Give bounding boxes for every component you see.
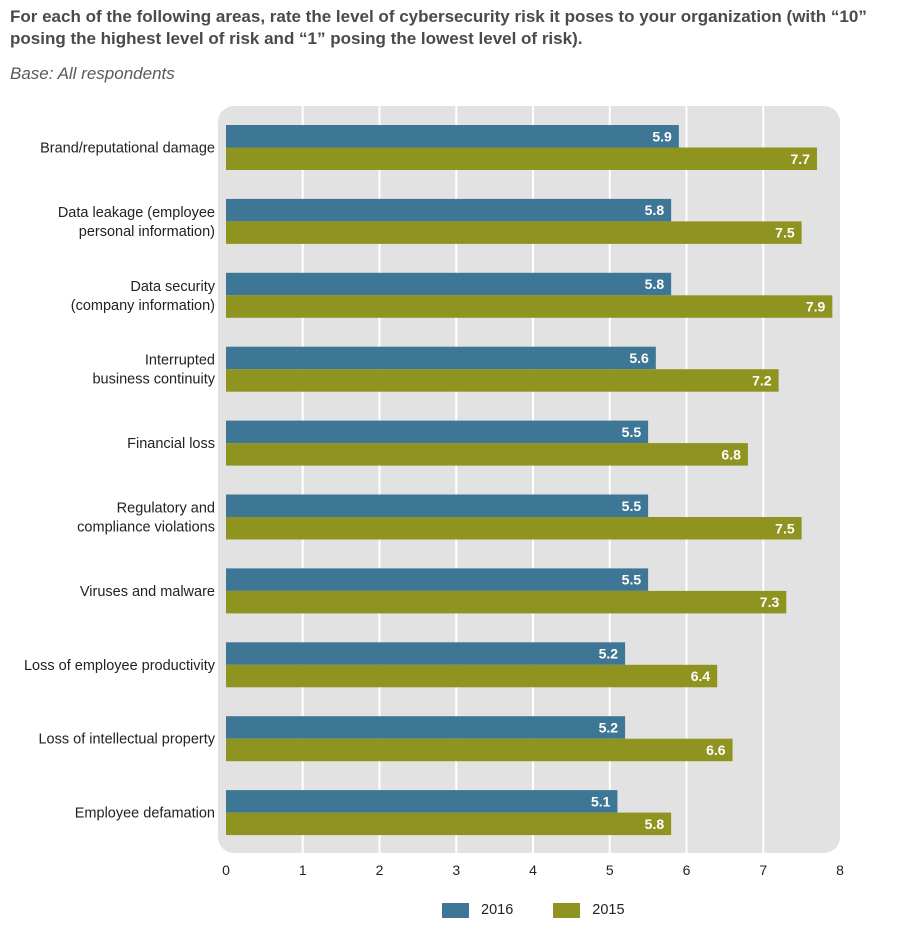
data-label-2016: 5.8 — [645, 202, 665, 218]
category-label: Data leakage (employee — [58, 205, 215, 221]
category-label: Loss of intellectual property — [38, 732, 215, 748]
data-label-2015: 5.8 — [645, 816, 665, 832]
category-label: Data security — [130, 279, 215, 295]
data-label-2016: 5.5 — [622, 498, 642, 514]
chart-base-note: Base: All respondents — [10, 64, 175, 83]
data-label-2015: 6.8 — [721, 446, 741, 462]
data-label-2015: 7.9 — [806, 299, 826, 315]
category-label: Interrupted — [145, 353, 215, 369]
legend-item-2016: 2016 — [442, 902, 513, 918]
data-label-2015: 7.3 — [760, 594, 780, 610]
bar-2016 — [226, 272, 672, 296]
bar-2015 — [226, 664, 718, 688]
category-label: Viruses and malware — [80, 584, 215, 600]
x-tick-label: 3 — [452, 862, 460, 878]
x-tick-label: 8 — [836, 862, 844, 878]
data-label-2016: 5.5 — [622, 572, 642, 588]
data-label-2015: 6.6 — [706, 742, 726, 758]
legend-label-2016: 2016 — [481, 902, 514, 918]
chart-question: For each of the following areas, rate th… — [10, 7, 867, 48]
data-label-2015: 7.5 — [775, 225, 795, 241]
bar-2016 — [226, 642, 626, 665]
data-label-2016: 5.5 — [622, 424, 642, 440]
bar-2016 — [226, 125, 679, 148]
category-label: Financial loss — [127, 436, 215, 452]
category-label: (company information) — [71, 298, 215, 314]
bar-2015 — [226, 812, 672, 836]
bar-2016 — [226, 198, 672, 222]
bar-2015 — [226, 221, 802, 244]
data-label-2016: 5.2 — [599, 719, 619, 735]
category-label: Regulatory and — [117, 501, 215, 517]
legend-item-2015: 2015 — [553, 902, 625, 918]
data-label-2016: 5.8 — [645, 276, 665, 292]
legend-swatch-2016 — [442, 902, 469, 918]
x-tick-label: 6 — [683, 862, 691, 878]
legend-label-2015: 2015 — [592, 902, 625, 918]
bar-2016 — [226, 420, 649, 444]
data-label-2016: 5.1 — [591, 793, 611, 809]
category-label: Brand/reputational damage — [40, 141, 215, 157]
x-tick-label: 2 — [376, 862, 384, 878]
data-label-2016: 5.6 — [629, 350, 649, 366]
category-label: Employee defamation — [75, 806, 215, 822]
bar-2015 — [226, 369, 779, 392]
category-label: personal information) — [79, 224, 215, 240]
x-tick-label: 7 — [759, 862, 767, 878]
category-label: Loss of employee productivity — [24, 658, 216, 674]
bar-2015 — [226, 443, 748, 466]
data-label-2015: 7.5 — [775, 520, 795, 536]
bar-2015 — [226, 590, 787, 614]
legend: 2016 2015 — [442, 902, 625, 918]
x-tick-label: 5 — [606, 862, 614, 878]
legend-swatch-2015 — [553, 902, 581, 918]
data-label-2015: 7.7 — [791, 151, 811, 167]
category-label: business continuity — [92, 372, 215, 388]
x-tick-label: 0 — [222, 862, 230, 878]
bar-2016 — [226, 716, 626, 739]
data-label-2016: 5.2 — [599, 646, 619, 662]
data-label-2015: 7.2 — [752, 372, 772, 388]
x-tick-label: 4 — [529, 862, 537, 878]
bar-chart: 0 1 2 3 4 5 6 7 8 5.9 7.7 Brand/reputational damage… — [24, 106, 844, 878]
bar-2016 — [226, 790, 618, 813]
bar-2015 — [226, 295, 833, 318]
data-label-2016: 5.9 — [652, 128, 672, 144]
x-tick-label: 1 — [299, 862, 307, 878]
data-label-2015: 6.4 — [691, 668, 711, 684]
bar-2015 — [226, 147, 817, 170]
bar-2015 — [226, 517, 802, 540]
bar-2016 — [226, 494, 649, 517]
bar-2016 — [226, 346, 656, 370]
bar-2015 — [226, 738, 733, 762]
bar-2016 — [226, 568, 649, 591]
category-label: compliance violations — [77, 520, 215, 536]
